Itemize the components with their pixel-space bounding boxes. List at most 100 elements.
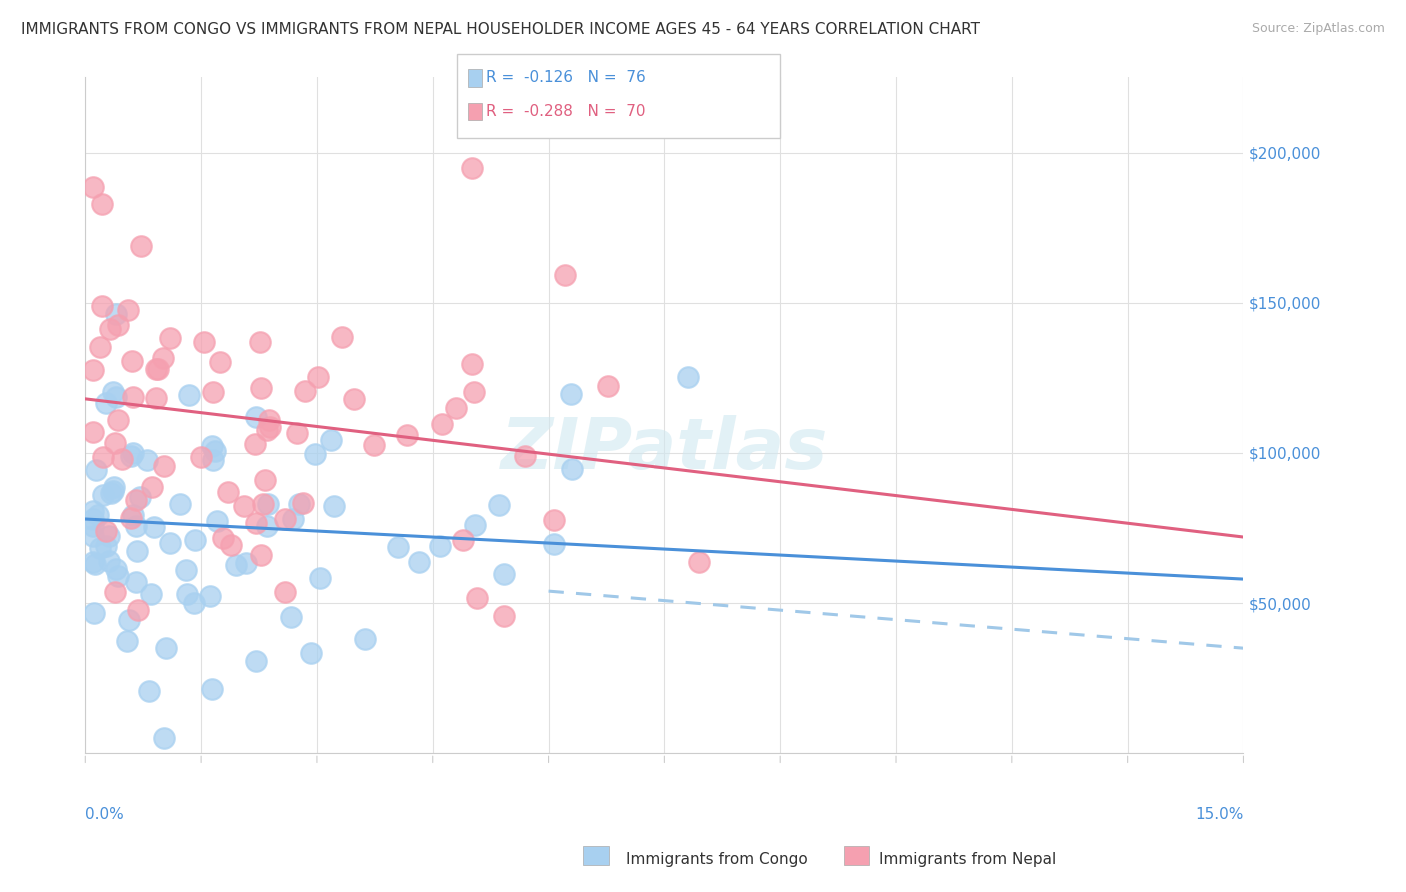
Point bbox=[309, 571, 332, 585]
Point bbox=[127, 603, 149, 617]
Point bbox=[105, 562, 128, 576]
Point bbox=[84, 463, 107, 477]
Point bbox=[304, 447, 326, 461]
Point bbox=[105, 390, 128, 404]
Point bbox=[96, 539, 118, 553]
Point bbox=[232, 499, 254, 513]
Point bbox=[139, 587, 162, 601]
Point bbox=[274, 585, 297, 599]
Point bbox=[138, 683, 160, 698]
Point bbox=[492, 567, 515, 582]
Text: Source: ZipAtlas.com: Source: ZipAtlas.com bbox=[1251, 22, 1385, 36]
Point bbox=[121, 354, 143, 368]
Point bbox=[111, 452, 134, 467]
Point bbox=[560, 387, 582, 401]
Point bbox=[280, 609, 302, 624]
Point bbox=[343, 392, 366, 406]
Point bbox=[430, 417, 453, 431]
Point bbox=[183, 596, 205, 610]
Point bbox=[307, 370, 329, 384]
Point bbox=[122, 446, 145, 460]
Point bbox=[129, 239, 152, 253]
Point bbox=[107, 412, 129, 426]
Point bbox=[543, 536, 565, 550]
Point bbox=[281, 512, 304, 526]
Point bbox=[169, 497, 191, 511]
Point bbox=[460, 161, 482, 175]
Point bbox=[190, 450, 212, 464]
Point bbox=[117, 302, 139, 317]
Point bbox=[322, 499, 344, 513]
Point bbox=[319, 433, 342, 447]
Point bbox=[290, 55, 312, 70]
Point bbox=[159, 536, 181, 550]
Point bbox=[120, 511, 142, 525]
Point bbox=[145, 391, 167, 405]
Point bbox=[294, 384, 316, 398]
Point bbox=[82, 425, 104, 439]
Point bbox=[129, 491, 152, 505]
Point bbox=[444, 401, 467, 415]
Point bbox=[104, 435, 127, 450]
Point bbox=[87, 508, 110, 522]
Point bbox=[89, 341, 111, 355]
Point bbox=[148, 362, 170, 376]
Point bbox=[259, 420, 281, 434]
Point bbox=[122, 508, 145, 522]
Text: 15.0%: 15.0% bbox=[1195, 807, 1243, 822]
Point bbox=[141, 479, 163, 493]
Point bbox=[125, 518, 148, 533]
Point bbox=[135, 453, 157, 467]
Point bbox=[115, 634, 138, 648]
Point bbox=[488, 498, 510, 512]
Point bbox=[257, 497, 280, 511]
Point bbox=[543, 513, 565, 527]
Point bbox=[82, 363, 104, 377]
Point bbox=[561, 461, 583, 475]
Point bbox=[212, 531, 235, 545]
Point bbox=[288, 497, 311, 511]
Point bbox=[205, 514, 228, 528]
Point bbox=[198, 589, 221, 603]
Point bbox=[142, 519, 165, 533]
Text: ZIPatlas: ZIPatlas bbox=[501, 415, 828, 483]
Point bbox=[100, 486, 122, 500]
Text: R =  -0.288   N =  70: R = -0.288 N = 70 bbox=[486, 104, 645, 119]
Point bbox=[285, 425, 308, 440]
Point bbox=[104, 584, 127, 599]
Point bbox=[217, 484, 239, 499]
Point bbox=[252, 497, 274, 511]
Point bbox=[83, 558, 105, 572]
Point bbox=[596, 379, 619, 393]
Point bbox=[332, 329, 354, 343]
Point bbox=[100, 322, 122, 336]
Point bbox=[176, 587, 198, 601]
Point bbox=[256, 519, 278, 533]
Point bbox=[103, 480, 125, 494]
Point bbox=[235, 556, 257, 570]
Point bbox=[245, 516, 267, 531]
Point bbox=[463, 385, 485, 400]
Text: Immigrants from Nepal: Immigrants from Nepal bbox=[879, 852, 1056, 867]
Point bbox=[453, 533, 475, 547]
Text: Immigrants from Congo: Immigrants from Congo bbox=[626, 852, 807, 867]
Text: 0.0%: 0.0% bbox=[86, 807, 124, 822]
Point bbox=[145, 361, 167, 376]
Point bbox=[89, 541, 111, 555]
Point bbox=[408, 555, 430, 569]
Point bbox=[202, 452, 225, 467]
Point bbox=[202, 385, 225, 400]
Point bbox=[299, 646, 322, 660]
Point bbox=[193, 335, 215, 350]
Point bbox=[103, 384, 125, 399]
Point bbox=[204, 444, 226, 458]
Point bbox=[257, 413, 280, 427]
Point bbox=[177, 387, 200, 401]
Point bbox=[429, 539, 451, 553]
Point bbox=[91, 197, 114, 211]
Point bbox=[82, 518, 104, 533]
Point bbox=[155, 640, 177, 655]
Point bbox=[292, 496, 315, 510]
Point bbox=[464, 517, 486, 532]
Point bbox=[82, 512, 104, 526]
